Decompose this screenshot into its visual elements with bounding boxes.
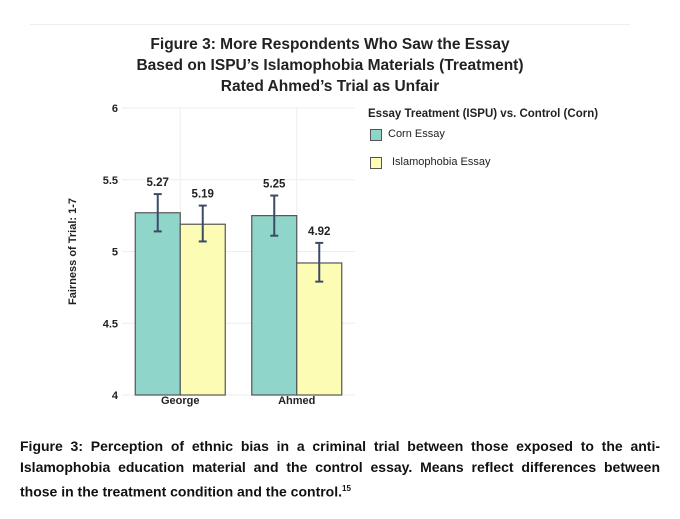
y-tick-label: 4 bbox=[112, 390, 119, 402]
legend-swatch-islamophobia bbox=[370, 157, 382, 169]
chart-title-line-2: Based on ISPU’s Islamophobia Materials (… bbox=[136, 57, 524, 74]
caption-footnote: 15 bbox=[342, 484, 351, 493]
bar-chart: 4 4.5 5 5.5 6 Fairness of Trial: 1-7 5.27 5.19 G… bbox=[67, 103, 355, 407]
legend-item-islamophobia: Islamophobia Essay bbox=[368, 156, 628, 172]
y-tick-label: 6 bbox=[112, 103, 118, 115]
bar-islamophobia-ahmed bbox=[296, 262, 343, 396]
legend-title: Essay Treatment (ISPU) vs. Control (Corn… bbox=[368, 108, 599, 120]
legend-label-islamophobia: Islamophobia Essay bbox=[392, 156, 491, 168]
data-label: 5.19 bbox=[192, 189, 214, 201]
top-divider bbox=[30, 24, 630, 25]
bar-corn-george bbox=[134, 212, 181, 396]
legend-swatch-corn bbox=[370, 129, 382, 141]
chart-title: Figure 3: More Respondents Who Saw the E… bbox=[60, 34, 600, 97]
data-label: 5.25 bbox=[263, 179, 286, 191]
caption-text: Figure 3: Perception of ethnic bias in a… bbox=[20, 438, 660, 500]
y-tick-label: 5.5 bbox=[103, 175, 118, 187]
y-axis-label: Fairness of Trial: 1-7 bbox=[67, 198, 79, 305]
chart-title-line-3: Rated Ahmed’s Trial as Unfair bbox=[220, 78, 440, 95]
figure-caption: Figure 3: Perception of ethnic bias in a… bbox=[20, 436, 660, 503]
legend-item-corn: Corn Essay bbox=[368, 128, 628, 144]
data-label: 5.27 bbox=[147, 177, 169, 189]
legend: Essay Treatment (ISPU) vs. Control (Corn… bbox=[368, 108, 628, 172]
chart-title-line-1: Figure 3: More Respondents Who Saw the E… bbox=[150, 36, 510, 53]
x-tick-label-ahmed: Ahmed bbox=[278, 395, 315, 407]
bar-corn-ahmed bbox=[251, 215, 298, 396]
bar-islamophobia-george bbox=[179, 223, 226, 396]
y-tick-label: 4.5 bbox=[103, 318, 118, 330]
x-tick-label-george: George bbox=[161, 395, 200, 407]
y-tick-label: 5 bbox=[112, 247, 118, 259]
legend-label-corn: Corn Essay bbox=[388, 128, 445, 140]
data-label: 4.92 bbox=[308, 226, 330, 238]
